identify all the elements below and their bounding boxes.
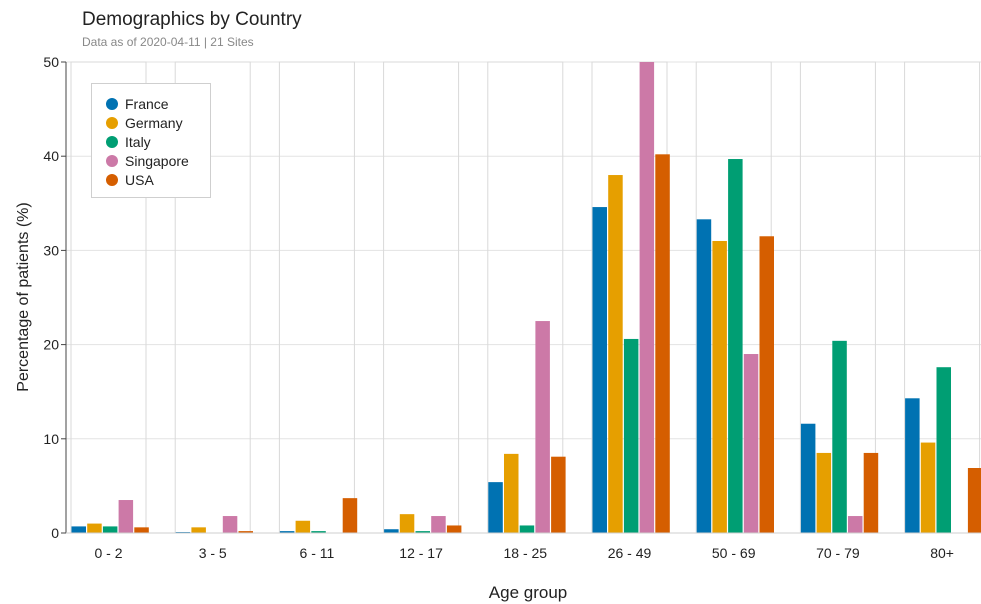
bar xyxy=(863,452,879,533)
legend-item: USA xyxy=(106,170,210,189)
bar xyxy=(696,219,712,533)
bar xyxy=(102,526,118,533)
bar xyxy=(608,175,623,534)
bar xyxy=(384,529,399,533)
bar xyxy=(431,516,446,533)
y-tick-label: 50 xyxy=(43,54,59,70)
bar xyxy=(800,423,816,533)
bar xyxy=(118,500,134,533)
chart-legend: France Germany Italy Singapore USA xyxy=(91,83,211,198)
bar xyxy=(279,531,295,533)
x-tick-label: 0 - 2 xyxy=(94,545,122,561)
chart-title: Demographics by Country xyxy=(82,9,302,30)
bar xyxy=(639,62,655,533)
bar xyxy=(623,338,639,533)
bar xyxy=(446,525,462,533)
bar xyxy=(342,498,358,533)
chart-subtitle: Data as of 2020-04-11 | 21 Sites xyxy=(82,35,254,49)
legend-label: USA xyxy=(125,171,154,188)
legend-item: Italy xyxy=(106,132,210,151)
legend-swatch xyxy=(106,116,118,129)
bar xyxy=(87,523,102,533)
x-axis-label: Age group xyxy=(488,583,568,602)
bar xyxy=(743,354,759,533)
bar xyxy=(712,240,727,534)
legend-label: Singapore xyxy=(125,152,189,169)
bar xyxy=(728,159,743,533)
y-tick-label: 40 xyxy=(43,148,59,164)
bar xyxy=(967,468,981,533)
bar xyxy=(295,520,311,533)
y-tick-label: 10 xyxy=(43,431,59,447)
bar xyxy=(535,321,550,533)
bar xyxy=(238,531,253,533)
bar xyxy=(134,527,149,533)
x-tick-label: 12 - 17 xyxy=(399,545,443,561)
bar xyxy=(311,531,326,533)
bar xyxy=(816,452,832,533)
x-tick-label: 3 - 5 xyxy=(199,545,227,561)
bar xyxy=(71,526,86,533)
legend-swatch xyxy=(106,173,118,186)
y-tick-label: 0 xyxy=(51,525,59,541)
x-tick-label: 80+ xyxy=(930,545,954,561)
legend-label: Italy xyxy=(125,133,151,150)
legend-label: Germany xyxy=(125,114,183,131)
bar xyxy=(551,456,566,533)
bar xyxy=(504,453,519,533)
x-tick-label: 70 - 79 xyxy=(816,545,860,561)
facet-panel xyxy=(278,61,355,534)
bar xyxy=(488,482,503,533)
bar xyxy=(936,367,951,533)
bar xyxy=(759,236,774,533)
bar xyxy=(415,531,430,533)
legend-item: Germany xyxy=(106,113,210,132)
legend-swatch xyxy=(106,97,118,110)
bar xyxy=(832,340,847,533)
bar xyxy=(905,398,920,533)
y-tick-label: 30 xyxy=(43,242,59,258)
legend-label: France xyxy=(125,95,169,112)
x-tick-label: 18 - 25 xyxy=(504,545,548,561)
bar xyxy=(191,527,206,533)
bar xyxy=(848,516,863,533)
x-tick-label: 50 - 69 xyxy=(712,545,756,561)
bar xyxy=(399,514,415,533)
facet-panel xyxy=(383,61,460,534)
bar xyxy=(222,516,238,533)
bar xyxy=(920,442,936,533)
legend-item: France xyxy=(106,94,210,113)
bar xyxy=(519,525,535,533)
x-tick-label: 6 - 11 xyxy=(300,545,335,561)
legend-swatch xyxy=(106,135,118,148)
y-tick-label: 20 xyxy=(43,337,59,353)
bar xyxy=(592,207,607,533)
bar xyxy=(655,154,670,534)
legend-item: Singapore xyxy=(106,151,210,170)
legend-swatch xyxy=(106,154,118,167)
x-tick-label: 26 - 49 xyxy=(608,545,652,561)
